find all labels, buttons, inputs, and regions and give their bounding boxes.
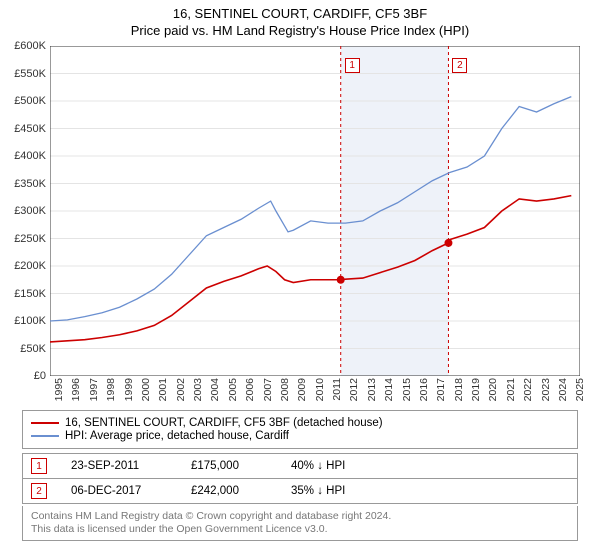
legend-label: 16, SENTINEL COURT, CARDIFF, CF5 3BF (de…: [65, 417, 383, 429]
sale-price: £242,000: [191, 485, 291, 497]
x-tick-label: 2000: [140, 378, 152, 401]
x-tick-label: 2022: [522, 378, 534, 401]
table-row: 2 06-DEC-2017 £242,000 35% ↓ HPI: [23, 478, 577, 503]
legend-swatch: [31, 435, 59, 437]
x-tick-label: 2015: [401, 378, 413, 401]
y-tick-label: £600K: [1, 40, 46, 52]
x-tick-label: 1997: [88, 378, 100, 401]
table-row: 1 23-SEP-2011 £175,000 40% ↓ HPI: [23, 453, 577, 478]
line-chart-svg: [50, 46, 580, 376]
y-tick-label: £350K: [1, 178, 46, 190]
footer-line: Contains HM Land Registry data © Crown c…: [31, 510, 569, 523]
footer-attribution: Contains HM Land Registry data © Crown c…: [22, 506, 578, 541]
x-tick-label: 1999: [123, 378, 135, 401]
x-tick-label: 2019: [470, 378, 482, 401]
x-tick-label: 2006: [244, 378, 256, 401]
x-tick-label: 2004: [209, 378, 221, 401]
x-tick-label: 2016: [418, 378, 430, 401]
y-tick-label: £200K: [1, 260, 46, 272]
x-tick-label: 2024: [557, 378, 569, 401]
x-tick-label: 2013: [366, 378, 378, 401]
x-tick-label: 2018: [453, 378, 465, 401]
sale-price: £175,000: [191, 460, 291, 472]
y-tick-label: £250K: [1, 233, 46, 245]
legend: 16, SENTINEL COURT, CARDIFF, CF5 3BF (de…: [22, 410, 578, 449]
x-tick-label: 2010: [314, 378, 326, 401]
x-tick-label: 2003: [192, 378, 204, 401]
sale-date: 06-DEC-2017: [71, 485, 191, 497]
y-tick-label: £300K: [1, 205, 46, 217]
x-tick-label: 1995: [53, 378, 65, 401]
sale-diff: 35% ↓ HPI: [291, 485, 391, 497]
chart-area: £0£50K£100K£150K£200K£250K£300K£350K£400…: [50, 46, 580, 376]
y-tick-label: £50K: [1, 343, 46, 355]
x-tick-label: 2014: [383, 378, 395, 401]
sale-diff: 40% ↓ HPI: [291, 460, 391, 472]
x-tick-label: 2009: [296, 378, 308, 401]
x-tick-label: 2005: [227, 378, 239, 401]
x-tick-label: 2017: [435, 378, 447, 401]
sale-marker-icon: 1: [345, 58, 360, 73]
x-tick-label: 2011: [331, 378, 343, 401]
x-tick-label: 2020: [487, 378, 499, 401]
y-tick-label: £500K: [1, 95, 46, 107]
sales-table: 1 23-SEP-2011 £175,000 40% ↓ HPI 2 06-DE…: [22, 453, 578, 504]
x-tick-label: 2025: [574, 378, 586, 401]
y-tick-label: £400K: [1, 150, 46, 162]
y-tick-label: £100K: [1, 315, 46, 327]
chart-title: 16, SENTINEL COURT, CARDIFF, CF5 3BF: [0, 6, 600, 21]
x-tick-label: 2007: [262, 378, 274, 401]
sale-marker-icon: 2: [452, 58, 467, 73]
sale-date: 23-SEP-2011: [71, 460, 191, 472]
x-tick-label: 1998: [105, 378, 117, 401]
legend-item: 16, SENTINEL COURT, CARDIFF, CF5 3BF (de…: [31, 417, 569, 429]
chart-subtitle: Price paid vs. HM Land Registry's House …: [0, 23, 600, 38]
x-tick-label: 2008: [279, 378, 291, 401]
x-tick-label: 2023: [540, 378, 552, 401]
x-tick-label: 2021: [505, 378, 517, 401]
sale-marker-icon: 2: [31, 483, 47, 499]
y-tick-label: £450K: [1, 123, 46, 135]
y-tick-label: £150K: [1, 288, 46, 300]
sale-marker-icon: 1: [31, 458, 47, 474]
y-tick-label: £550K: [1, 68, 46, 80]
y-tick-label: £0: [1, 370, 46, 382]
legend-swatch: [31, 422, 59, 424]
legend-label: HPI: Average price, detached house, Card…: [65, 430, 289, 442]
x-tick-label: 2002: [175, 378, 187, 401]
footer-line: This data is licensed under the Open Gov…: [31, 523, 569, 536]
x-tick-label: 2001: [157, 378, 169, 401]
x-tick-label: 2012: [348, 378, 360, 401]
x-tick-label: 1996: [70, 378, 82, 401]
legend-item: HPI: Average price, detached house, Card…: [31, 430, 569, 442]
x-axis-labels: 1995 1996 1997 1998 1999 2000 2001 2002 2003 2004…: [50, 376, 580, 406]
